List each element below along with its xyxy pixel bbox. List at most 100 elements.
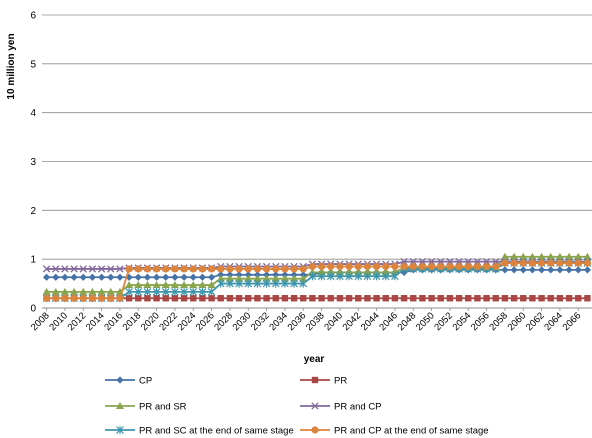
data-point: [208, 295, 215, 302]
data-point: [382, 262, 390, 271]
x-tick-label: 2060: [506, 310, 529, 333]
data-point: [189, 265, 197, 273]
data-point: [290, 274, 299, 282]
data-point: [565, 266, 573, 274]
legend-label: PR and SC at the end of same stage: [139, 426, 294, 437]
data-point: [125, 287, 133, 296]
data-point: [317, 262, 326, 271]
data-point: [189, 273, 197, 281]
data-point: [253, 265, 262, 273]
data-point: [61, 265, 69, 273]
legend-marker: [116, 402, 124, 409]
legend-label: PR: [334, 376, 347, 387]
data-point: [280, 274, 289, 282]
data-point: [116, 294, 124, 302]
data-point: [171, 273, 179, 281]
data-point: [134, 287, 143, 296]
data-point: [161, 287, 170, 296]
data-point: [583, 259, 592, 267]
y-tick-label: 5: [30, 59, 36, 70]
data-point: [106, 287, 115, 295]
data-point: [474, 295, 481, 302]
data-point: [409, 262, 417, 271]
data-point: [482, 262, 491, 271]
legend-label: PR and CP at the end of same stage: [334, 426, 489, 437]
data-point: [583, 266, 592, 274]
y-tick-label: 6: [30, 11, 36, 22]
data-point: [556, 266, 564, 274]
data-point: [281, 265, 289, 273]
data-point: [52, 273, 60, 281]
data-point: [575, 295, 582, 302]
data-point: [510, 259, 518, 267]
data-point: [391, 272, 399, 281]
data-point: [520, 295, 527, 302]
data-point: [473, 262, 482, 271]
data-point: [519, 266, 527, 274]
legend-item: CP: [105, 376, 152, 387]
data-point: [144, 295, 151, 302]
data-point: [400, 262, 408, 271]
data-point: [199, 295, 206, 302]
data-point: [107, 265, 115, 273]
data-point: [290, 279, 298, 288]
data-point: [565, 259, 573, 267]
data-point: [152, 273, 161, 281]
data-point: [290, 265, 298, 273]
x-tick-label: 2048: [396, 310, 419, 333]
data-point: [299, 274, 308, 282]
data-point: [500, 252, 509, 260]
data-point: [152, 281, 161, 289]
data-point: [97, 294, 106, 302]
data-point: [455, 295, 463, 302]
x-tick-label: 2016: [102, 310, 125, 333]
data-point: [336, 262, 344, 271]
data-point: [42, 287, 51, 295]
data-point: [70, 287, 79, 295]
data-point: [235, 265, 243, 273]
x-tick-label: 2042: [341, 310, 364, 333]
data-point: [327, 262, 335, 271]
data-point: [88, 273, 97, 281]
data-point: [171, 287, 179, 296]
data-point: [547, 259, 555, 267]
data-point: [272, 265, 280, 273]
data-point: [271, 274, 280, 282]
x-tick-label: 2018: [121, 310, 144, 333]
data-point: [171, 295, 179, 302]
data-point: [327, 295, 334, 302]
data-point: [510, 252, 519, 260]
data-point: [437, 295, 444, 302]
data-point: [207, 281, 216, 289]
data-point: [519, 252, 528, 260]
data-point: [162, 265, 170, 273]
legend-marker: [311, 376, 319, 384]
data-point: [216, 274, 225, 282]
data-point: [88, 287, 97, 295]
x-tick-label: 2050: [414, 310, 437, 333]
data-point: [254, 295, 261, 302]
data-point: [171, 265, 179, 273]
data-point: [226, 279, 234, 288]
x-tick-label: 2034: [267, 310, 290, 333]
data-point: [309, 295, 316, 302]
x-tick-label: 2026: [194, 310, 217, 333]
legend-item: PR and CP: [300, 402, 382, 413]
data-point: [70, 273, 78, 281]
data-point: [125, 295, 133, 302]
data-point: [317, 272, 326, 281]
data-point: [162, 273, 170, 281]
legend-item: PR and CP at the end of same stage: [300, 426, 489, 437]
data-point: [345, 262, 353, 271]
data-point: [537, 252, 546, 260]
data-point: [135, 295, 142, 302]
data-point: [52, 265, 60, 273]
data-point: [207, 273, 216, 281]
x-tick-label: 2056: [469, 310, 492, 333]
data-point: [42, 265, 51, 273]
data-point: [143, 281, 152, 289]
data-point: [198, 265, 207, 273]
gridlines: [42, 14, 592, 260]
legend: CP PR PR and SR PR and CP PR and SC at the e…: [105, 376, 489, 437]
